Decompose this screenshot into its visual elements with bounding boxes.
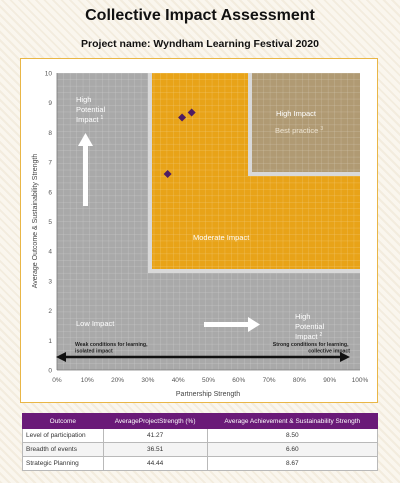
project-name: Project name: Wyndham Learning Festival …: [81, 38, 319, 50]
cell-achievement-strength: 8.50: [206, 428, 379, 443]
arrow-right-icon: [204, 317, 260, 332]
table-row: Breadth of events 36.51 6.60: [22, 442, 379, 457]
moderate-border: [148, 73, 360, 273]
label-strong-conditions: Strong conditions for learning, collecti…: [273, 342, 351, 355]
label-low-impact: Low Impact: [76, 319, 115, 328]
label-moderate-impact: Moderate Impact: [193, 233, 250, 242]
y-tick-label: 9: [48, 100, 52, 107]
y-tick-label: 10: [45, 71, 53, 78]
y-axis-label: Average Outcome & Sustainability Strengt…: [32, 154, 39, 289]
x-tick-label: 50%: [202, 377, 215, 384]
x-tick-label: 20%: [111, 377, 124, 384]
label-high-potential-left: High Potential Impact 1: [76, 95, 107, 124]
header-project-strength: AverageProjectStrength (%): [102, 413, 208, 429]
label-high-potential-right: High Potential Impact 2: [295, 312, 326, 341]
arrow-up-icon: [78, 133, 93, 206]
x-tick-label: 10%: [81, 377, 94, 384]
impact-chart: 0 1 2 3 4 5 6 7 8 9 10 0% 10% 20% 30% 40% 50% 60% 70% 80% 9…: [32, 71, 369, 399]
zone-grid: [57, 73, 360, 370]
y-tick-label: 7: [48, 160, 52, 167]
label-best-practice: Best practice 3: [275, 126, 323, 135]
cell-outcome: Strategic Planning: [22, 456, 104, 471]
cell-outcome: Breadth of events: [22, 442, 104, 457]
x-tick-label: 60%: [232, 377, 245, 384]
table-row: Strategic Planning 44.44 8.67: [22, 456, 379, 471]
header-achievement-strength: Average Achievement & Sustainability Str…: [206, 413, 379, 429]
x-tick-label: 0%: [52, 377, 62, 384]
cell-project-strength: 41.27: [102, 428, 208, 443]
header-outcome: Outcome: [22, 413, 104, 429]
x-tick-label: 70%: [263, 377, 276, 384]
double-arrow-icon: [56, 352, 350, 362]
y-tick-label: 6: [48, 189, 52, 196]
outcome-table: Outcome AverageProjectStrength (%) Avera…: [22, 413, 379, 471]
cell-achievement-strength: 8.67: [206, 456, 379, 471]
data-point: [178, 113, 187, 122]
y-tick-label: 0: [48, 368, 52, 375]
y-tick-label: 3: [48, 278, 52, 285]
y-tick-label: 5: [48, 219, 52, 226]
data-point: [163, 169, 172, 178]
x-tick-label: 80%: [293, 377, 306, 384]
cell-project-strength: 44.44: [102, 456, 208, 471]
y-tick-label: 2: [48, 308, 52, 315]
cell-outcome: Level of participation: [22, 428, 104, 443]
x-tick-label: 100%: [352, 377, 369, 384]
label-weak-conditions: Weak conditions for learning, isolated i…: [75, 342, 149, 355]
x-tick-label: 40%: [172, 377, 185, 384]
high-border: [248, 73, 360, 176]
y-tick-label: 4: [48, 249, 52, 256]
cell-achievement-strength: 6.60: [206, 442, 379, 457]
y-tick-label: 1: [48, 338, 52, 345]
x-axis-label: Partnership Strength: [176, 391, 240, 398]
table-row: Level of participation 41.27 8.50: [22, 428, 379, 443]
label-high-impact: High Impact: [276, 109, 317, 118]
table-header-row: Outcome AverageProjectStrength (%) Avera…: [22, 413, 379, 429]
x-tick-label: 30%: [141, 377, 154, 384]
cell-project-strength: 36.51: [102, 442, 208, 457]
y-tick-label: 8: [48, 130, 52, 137]
data-point: [187, 108, 196, 117]
page-title: Collective Impact Assessment: [85, 7, 315, 24]
x-tick-label: 90%: [323, 377, 336, 384]
